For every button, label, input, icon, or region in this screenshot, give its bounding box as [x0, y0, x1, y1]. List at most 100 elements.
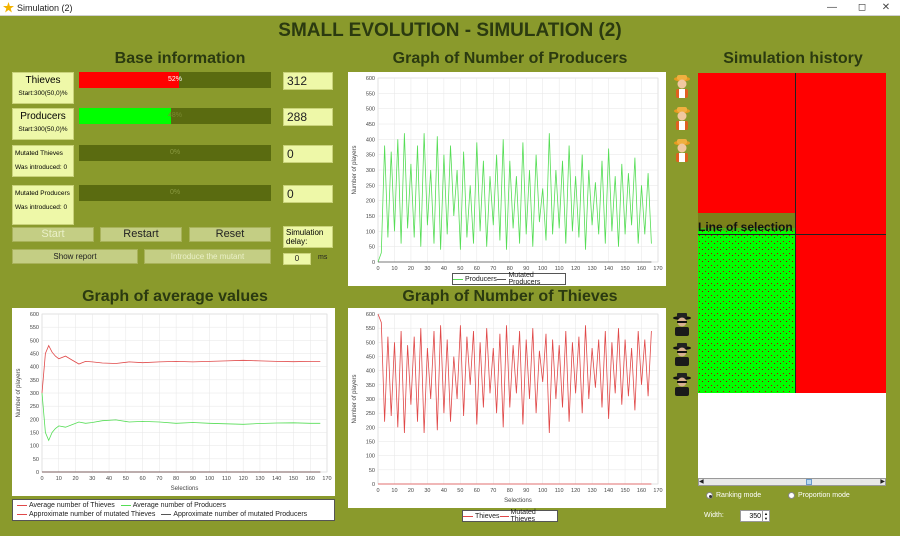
legend-label: Thieves	[475, 512, 500, 520]
producers-info-cell: Producers Start:300(50,0)%	[12, 108, 74, 140]
x-tick-label: 10	[391, 488, 397, 494]
width-spinner[interactable]: 350 ▲ ▼	[740, 510, 770, 522]
y-tick-label: 550	[30, 325, 39, 331]
y-tick-label: 600	[366, 76, 375, 82]
y-tick-label: 200	[366, 425, 375, 431]
x-tick-label: 160	[637, 488, 646, 494]
x-tick-label: 30	[89, 476, 95, 482]
x-tick-label: 30	[424, 488, 430, 494]
average-graph-title: Graph of average values	[82, 288, 268, 305]
y-tick-label: 250	[30, 404, 39, 410]
restart-button[interactable]: Restart	[100, 227, 182, 242]
x-tick-label: 170	[653, 266, 662, 272]
x-tick-label: 20	[408, 266, 414, 272]
proportion-mode-label: Proportion mode	[798, 492, 850, 499]
legend-swatch	[161, 514, 172, 515]
x-tick-label: 140	[604, 266, 613, 272]
legend-label: Average number of Producers	[132, 502, 227, 509]
thieves-start: Start:300(50,0)%	[18, 90, 68, 97]
y-tick-label: 150	[30, 431, 39, 437]
x-axis-label: Selections	[504, 498, 532, 504]
y-tick-label: 400	[30, 365, 39, 371]
start-button[interactable]: Start	[12, 227, 94, 242]
y-tick-label: 200	[366, 199, 375, 205]
y-tick-label: 150	[366, 214, 375, 220]
x-tick-label: 140	[272, 476, 281, 482]
x-axis-label: Selections	[171, 486, 199, 492]
y-tick-label: 350	[366, 383, 375, 389]
producers-graph-title: Graph of Number of Producers	[392, 50, 628, 67]
y-tick-label: 250	[366, 411, 375, 417]
y-tick-label: 50	[369, 245, 375, 251]
ranking-mode-radio[interactable]: Ranking mode	[706, 492, 761, 499]
y-tick-label: 450	[30, 352, 39, 358]
y-tick-label: 500	[366, 107, 375, 113]
maximize-icon[interactable]: ◻	[857, 2, 867, 13]
y-tick-label: 600	[30, 312, 39, 318]
history-canvas: Line of selection ◀ ▶	[698, 73, 886, 486]
x-tick-label: 60	[474, 488, 480, 494]
y-tick-label: 400	[366, 137, 375, 143]
x-tick-label: 50	[123, 476, 129, 482]
farmer-icon	[672, 138, 692, 162]
introduce-mutant-button[interactable]: Introduce the mutant	[144, 249, 271, 264]
legend-item-producers: Producers	[453, 276, 497, 283]
y-axis-label: Number of players	[16, 368, 22, 417]
x-tick-label: 150	[620, 266, 629, 272]
x-tick-label: 20	[72, 476, 78, 482]
proportion-mode-radio[interactable]: Proportion mode	[788, 492, 850, 499]
y-tick-label: 450	[366, 122, 375, 128]
x-tick-label: 150	[620, 488, 629, 494]
y-tick-label: 600	[366, 312, 375, 318]
series-line-0	[377, 133, 652, 263]
simulation-delay-input[interactable]: 0	[283, 253, 311, 265]
history-scrollbar[interactable]: ◀ ▶	[698, 478, 886, 486]
thief-icon	[672, 372, 692, 396]
y-tick-label: 250	[366, 183, 375, 189]
scroll-right-icon[interactable]: ▶	[880, 479, 885, 485]
legend-item-mutated-producers: Mutated Producers	[496, 272, 565, 286]
average-chart: 0 50 100 150 200 250 300 350 400 450 500 550 600 0 10 2…	[12, 308, 335, 496]
x-tick-label: 100	[538, 266, 547, 272]
window-title: Simulation (2)	[17, 2, 73, 13]
mutated-thieves-count: 0	[283, 145, 333, 163]
y-tick-label: 0	[372, 260, 375, 266]
x-tick-label: 90	[190, 476, 196, 482]
x-tick-label: 130	[588, 266, 597, 272]
ranking-mode-label: Ranking mode	[716, 492, 762, 499]
reset-button[interactable]: Reset	[189, 227, 271, 242]
spinner-down-icon[interactable]: ▼	[762, 516, 769, 521]
x-tick-label: 40	[106, 476, 112, 482]
x-tick-label: 50	[457, 488, 463, 494]
legend-swatch	[496, 278, 507, 280]
radio-selected-icon	[706, 492, 713, 499]
legend-item-thieves: Thieves	[463, 513, 500, 520]
x-tick-label: 60	[140, 476, 146, 482]
x-tick-label: 80	[173, 476, 179, 482]
x-tick-label: 100	[538, 488, 547, 494]
y-tick-label: 50	[369, 468, 375, 474]
x-tick-label: 150	[289, 476, 298, 482]
close-icon[interactable]: ✕	[881, 2, 891, 13]
x-tick-label: 170	[322, 476, 331, 482]
minimize-icon[interactable]: —	[827, 2, 837, 13]
app-star-icon	[3, 2, 14, 13]
thieves-count: 312	[283, 72, 333, 90]
y-tick-label: 450	[366, 355, 375, 361]
y-tick-label: 150	[366, 440, 375, 446]
width-value: 350	[749, 513, 761, 520]
spinner-up-icon[interactable]: ▲	[762, 511, 769, 516]
x-tick-label: 160	[637, 266, 646, 272]
show-report-button[interactable]: Show report	[12, 249, 138, 264]
average-legend: Average number of Thieves Average number…	[12, 499, 335, 521]
mutated-thieves-progress-bar: 0%	[79, 145, 271, 161]
legend-row: Average number of Thieves Average number…	[17, 502, 330, 509]
y-tick-label: 50	[33, 457, 39, 463]
history-green-area	[698, 213, 796, 393]
scrollbar-thumb[interactable]	[806, 479, 812, 485]
y-tick-label: 100	[366, 229, 375, 235]
x-tick-label: 120	[239, 476, 248, 482]
legend-label: Approximate number of mutated Thieves	[29, 511, 156, 518]
scroll-left-icon[interactable]: ◀	[699, 479, 704, 485]
producers-legend: Producers Mutated Producers	[452, 272, 566, 286]
